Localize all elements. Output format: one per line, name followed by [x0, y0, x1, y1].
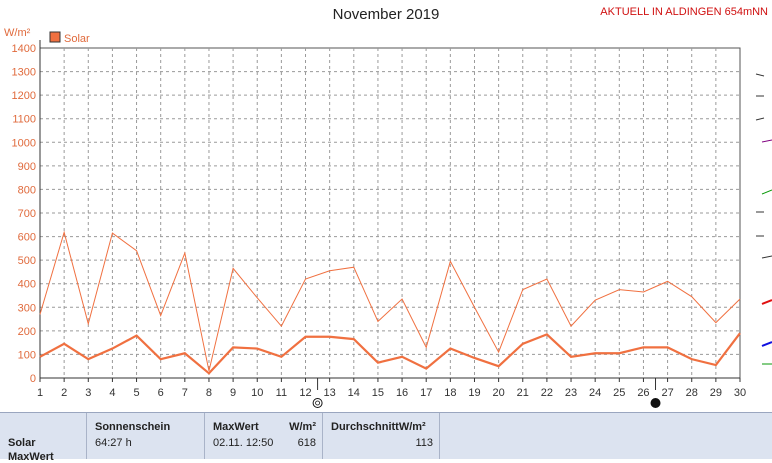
row-label: Solar: [8, 437, 36, 449]
y-tick-label: 1200: [12, 90, 36, 102]
legend-label: Solar: [64, 33, 90, 45]
x-tick-label: 27: [661, 387, 673, 399]
info-panel: Solar MaxWert Sonnenschein 64:27 h MaxWe…: [0, 412, 772, 463]
x-tick-label: 14: [348, 387, 360, 399]
y-tick-label: 1100: [12, 114, 36, 126]
y-tick-label: 0: [30, 373, 36, 385]
x-tick-label: 30: [734, 387, 746, 399]
x-tick-label: 11: [276, 387, 287, 399]
side-mark: [761, 139, 772, 143]
side-mark: [755, 73, 765, 77]
x-tick-label: 17: [420, 387, 432, 399]
y-tick-label: 700: [18, 208, 36, 220]
y-tick-label: 800: [18, 184, 36, 196]
x-tick-label: 28: [686, 387, 698, 399]
x-tick-label: 20: [492, 387, 504, 399]
x-tick-label: 18: [444, 387, 456, 399]
chart-title: November 2019: [332, 6, 440, 23]
axes: [39, 40, 741, 382]
x-tick-label: 9: [230, 387, 236, 399]
sunshine-cell: Sonnenschein 64:27 h: [86, 413, 204, 459]
y-tick-label: 900: [18, 161, 36, 173]
series-lines: [39, 230, 741, 375]
station-label: AKTUELL IN ALDINGEN 654mNN: [600, 6, 768, 18]
x-tick-label: 5: [133, 387, 139, 399]
grid: [39, 47, 741, 379]
x-tick-label: 24: [589, 387, 601, 399]
y-tick-label: 1300: [12, 67, 36, 79]
average-cell: DurchschnittW/m² 113: [322, 413, 440, 459]
x-tick-label: 22: [541, 387, 553, 399]
row-label-cell: Solar MaxWert: [0, 413, 86, 463]
moon-inner: [315, 400, 320, 406]
solar-chart: 0 100 200 300 400 500 600 700 800 900 1000 1100 1200…: [4, 27, 772, 408]
x-tick-label: 26: [637, 387, 649, 399]
y-tick-label: 400: [18, 279, 36, 291]
x-tick-label: 8: [206, 387, 212, 399]
y-tick-label: 500: [18, 255, 36, 267]
series-line-avg: [39, 332, 741, 375]
y-tick-label: 200: [18, 326, 36, 338]
legend: Solar: [49, 31, 90, 45]
maxwert-cell: MaxWert W/m² 02.11. 12:50 618: [204, 413, 322, 459]
y-tick-label: 600: [18, 232, 36, 244]
average-header: DurchschnittW/m²: [331, 421, 426, 433]
side-mark: [761, 299, 772, 305]
x-tick-label: 7: [182, 387, 188, 399]
x-tick-label: 16: [396, 387, 408, 399]
row-label-cut: MaxWert: [8, 451, 54, 463]
x-tick-label: 2: [61, 387, 67, 399]
maxwert-header: MaxWert: [213, 421, 259, 433]
y-tick-label: 1400: [12, 43, 36, 55]
series-line-max: [39, 230, 741, 372]
x-tick-label: 10: [251, 387, 263, 399]
maxwert-time: 02.11. 12:50: [213, 437, 274, 449]
sunshine-header: Sonnenschein: [95, 421, 171, 433]
y-axis-unit: W/m²: [4, 27, 31, 39]
moon-markers: [312, 378, 661, 408]
y-tick-label: 1000: [12, 137, 36, 149]
legend-swatch: [49, 31, 61, 43]
x-tick-label: 4: [109, 387, 115, 399]
side-mark: [761, 189, 772, 195]
x-tick-label: 3: [85, 387, 91, 399]
side-mark: [761, 255, 772, 259]
maxwert-unit: W/m²: [289, 421, 316, 433]
x-tick-label: 21: [517, 387, 529, 399]
x-tick-label: 15: [372, 387, 384, 399]
new-moon-icon: [650, 398, 661, 408]
x-tick-label: 23: [565, 387, 577, 399]
scale-marks: [755, 73, 772, 365]
side-mark: [755, 117, 765, 121]
average-value: 113: [415, 437, 433, 449]
maxwert-value: 618: [297, 437, 316, 449]
x-tick-label: 1: [37, 387, 43, 399]
x-tick-label: 25: [613, 387, 625, 399]
x-tick-label: 19: [468, 387, 480, 399]
sunshine-value: 64:27 h: [95, 437, 132, 449]
y-tick-label: 300: [18, 302, 36, 314]
x-tick-label: 29: [710, 387, 722, 399]
x-tick-label: 6: [158, 387, 164, 399]
y-tick-label: 100: [18, 349, 36, 361]
tick-labels: 0 100 200 300 400 500 600 700 800 900 1000 1100 1200…: [12, 43, 747, 399]
x-tick-label: 13: [324, 387, 336, 399]
x-tick-label: 12: [299, 387, 311, 399]
side-mark: [761, 341, 772, 347]
